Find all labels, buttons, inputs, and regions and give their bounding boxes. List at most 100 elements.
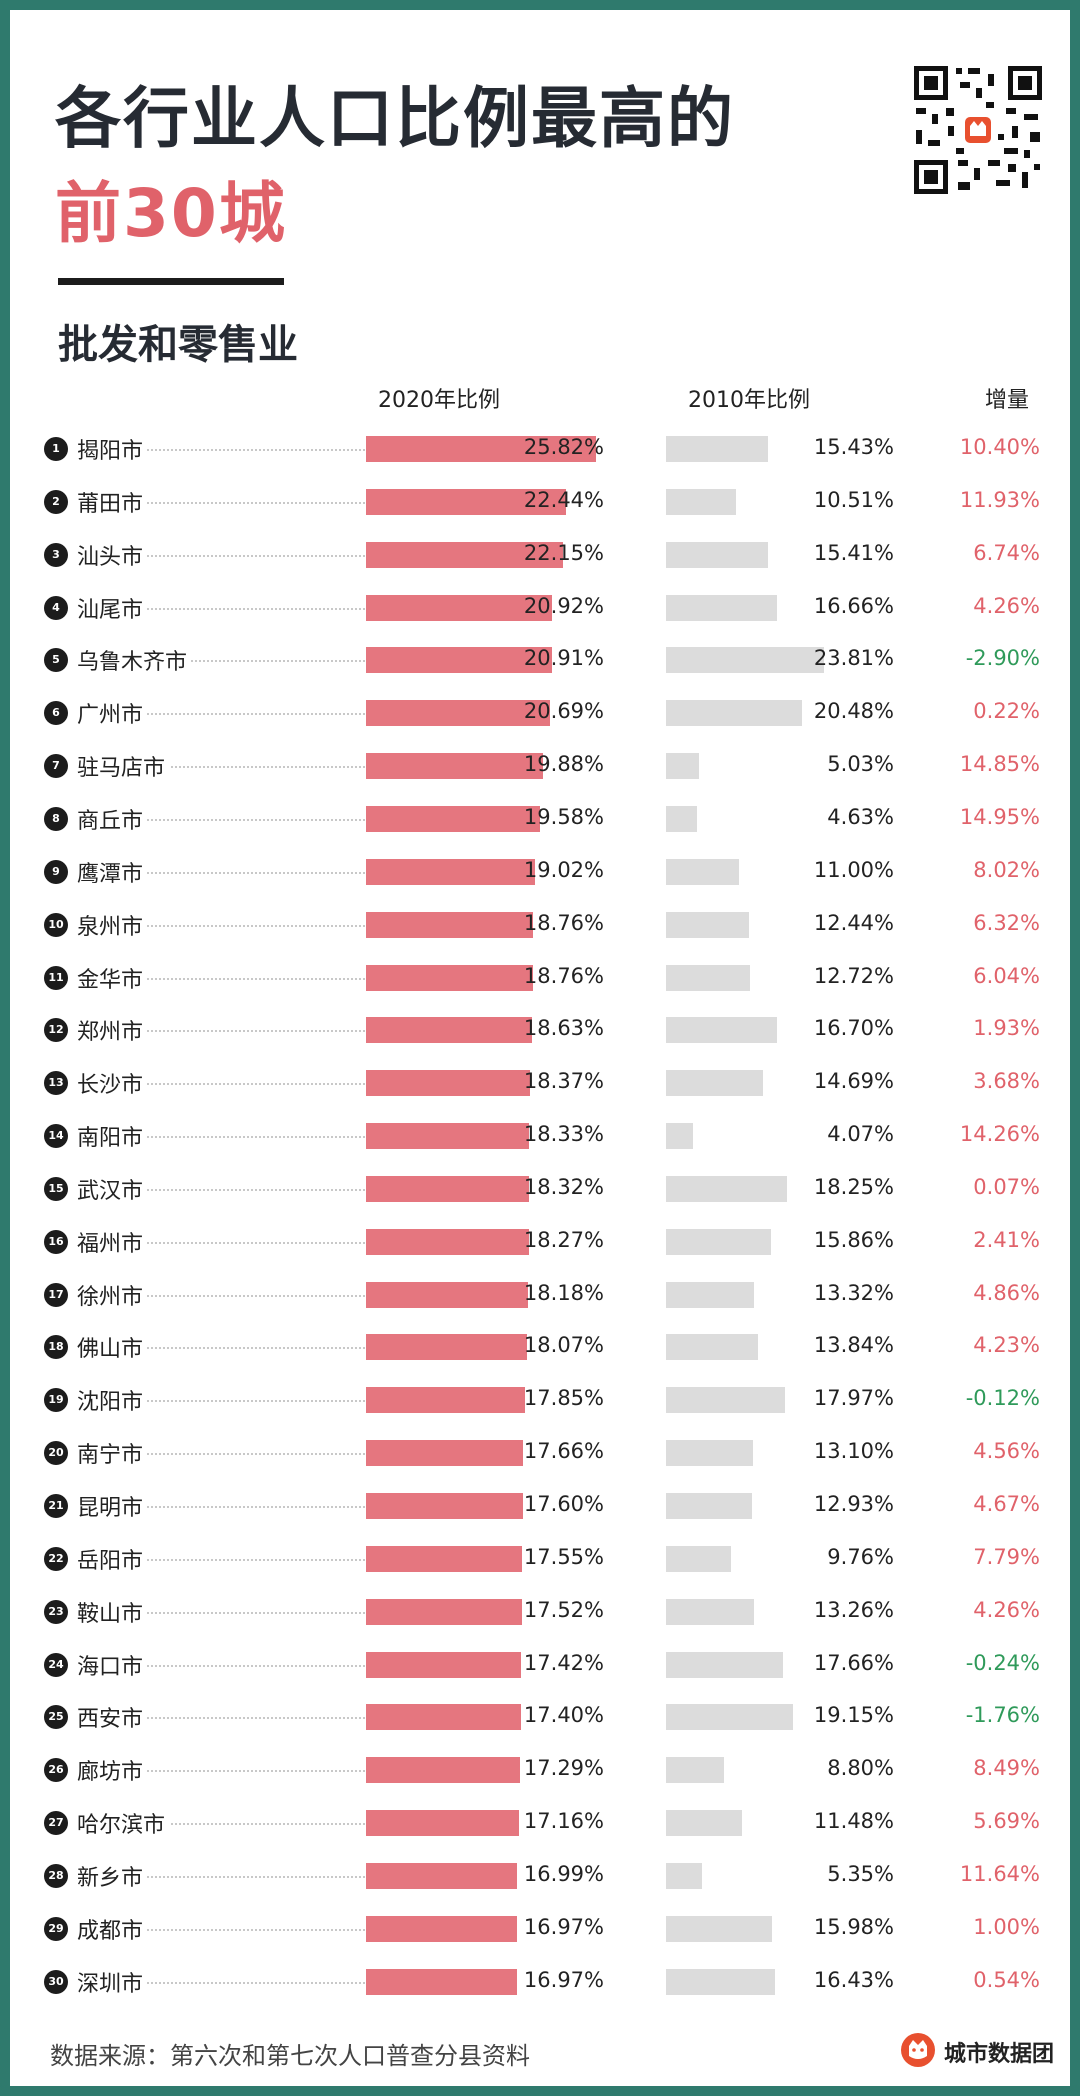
table-row: 19 沈阳市 17.85% 17.97% -0.12% — [10, 1374, 1070, 1426]
city-name: 徐州市 — [77, 1278, 148, 1311]
bar-2020 — [366, 1070, 530, 1097]
city-name: 长沙市 — [77, 1067, 148, 1100]
table-row: 30 深圳市 16.97% 16.43% 0.54% — [10, 1956, 1070, 2008]
city-name: 昆明市 — [77, 1490, 148, 1522]
bar-2010 — [666, 647, 824, 674]
bar-2020 — [366, 858, 536, 885]
value-2010: 11.00% — [813, 857, 894, 882]
value-2010: 15.43% — [813, 435, 894, 459]
increase-value: 8.02% — [973, 857, 1040, 882]
city-name: 金华市 — [77, 961, 148, 994]
rank-badge: 6 — [44, 701, 68, 726]
increase-value: 3.68% — [973, 1069, 1040, 1094]
leader-dots — [110, 713, 365, 716]
table-row: 1 揭阳市 25.82% 15.43% 10.40% — [10, 423, 1070, 475]
increase-value: 6.74% — [973, 540, 1040, 565]
value-2010: 18.25% — [813, 1174, 894, 1199]
table-row: 17 徐州市 18.18% 13.32% 4.86% — [10, 1269, 1070, 1321]
increase-value: 4.26% — [973, 593, 1040, 618]
value-2020: 17.55% — [523, 1544, 604, 1569]
value-2020: 18.27% — [523, 1227, 604, 1252]
leader-dots — [110, 1506, 365, 1508]
value-2020: 18.76% — [523, 963, 604, 988]
table-row: 14 南阳市 18.33% 4.07% 14.26% — [10, 1110, 1070, 1162]
bar-2020 — [366, 1757, 521, 1784]
value-2020: 16.99% — [523, 1861, 604, 1886]
city-name: 鹰潭市 — [77, 855, 148, 888]
city-name: 武汉市 — [77, 1172, 148, 1205]
increase-value: 0.54% — [973, 1967, 1040, 1992]
value-2010: 13.10% — [813, 1439, 894, 1464]
bar-2010 — [666, 1598, 754, 1625]
value-2010: 13.26% — [813, 1597, 894, 1622]
value-2010: 15.98% — [813, 1914, 894, 1939]
bar-2020 — [366, 1387, 525, 1414]
increase-value: 10.40% — [959, 435, 1040, 459]
value-2020: 22.15% — [523, 540, 604, 565]
rank-badge: 21 — [44, 1494, 68, 1518]
value-2020: 20.91% — [523, 646, 604, 671]
city-name: 福州市 — [77, 1225, 148, 1258]
increase-value: 14.95% — [959, 804, 1040, 829]
increase-value: 14.26% — [959, 1122, 1040, 1147]
bar-2020 — [366, 1545, 523, 1572]
value-2010: 12.44% — [813, 910, 894, 935]
city-name: 新乡市 — [77, 1859, 148, 1892]
table-row: 28 新乡市 16.99% 5.35% 11.64% — [10, 1850, 1070, 1902]
city-name: 成都市 — [77, 1912, 148, 1945]
city-name: 西安市 — [77, 1701, 148, 1734]
increase-value: 8.49% — [973, 1756, 1040, 1781]
value-2010: 12.72% — [813, 963, 894, 988]
bar-2010 — [666, 1228, 772, 1255]
city-name: 莆田市 — [77, 485, 148, 518]
value-2010: 14.69% — [813, 1069, 894, 1094]
bar-2010 — [666, 1757, 725, 1784]
value-2010: 13.32% — [813, 1280, 894, 1305]
rank-badge: 16 — [44, 1229, 68, 1254]
increase-value: 1.00% — [973, 1914, 1040, 1939]
table-row: 6 广州市 20.69% 20.48% 0.22% — [10, 687, 1070, 739]
rank-badge: 23 — [44, 1599, 68, 1624]
leader-dots — [110, 1875, 365, 1878]
qr-code-icon — [912, 64, 1044, 196]
leader-dots — [110, 1294, 365, 1297]
value-2020: 20.69% — [523, 699, 604, 724]
leader-dots — [110, 1664, 365, 1667]
bar-2010 — [666, 541, 769, 568]
city-name: 廊坊市 — [77, 1754, 148, 1787]
increase-value: 0.07% — [973, 1174, 1040, 1199]
value-2020: 25.82% — [523, 435, 604, 459]
table-row: 9 鹰潭市 19.02% 11.00% 8.02% — [10, 846, 1070, 898]
value-2020: 18.32% — [523, 1174, 604, 1199]
city-name: 哈尔滨市 — [77, 1807, 170, 1840]
value-2020: 16.97% — [523, 1914, 604, 1939]
cat-logo-icon — [901, 2033, 935, 2067]
infographic-card: 各行业人口比例最高的 前30城 批发和零售业 2020年比例 2010年比例 增… — [10, 10, 1070, 2086]
rank-badge: 9 — [44, 859, 68, 884]
leader-dots — [110, 1928, 365, 1931]
table-row: 2 莆田市 22.44% 10.51% 11.93% — [10, 476, 1070, 528]
increase-value: 5.69% — [973, 1809, 1040, 1834]
city-name: 南阳市 — [77, 1120, 148, 1153]
city-name: 泉州市 — [77, 908, 148, 941]
bar-2020 — [366, 1968, 518, 1995]
header-2010-ratio: 2010年比例 — [688, 388, 810, 413]
bar-2010 — [666, 1651, 784, 1678]
increase-value: 4.56% — [973, 1439, 1040, 1464]
value-2020: 19.02% — [523, 857, 604, 882]
bar-2020 — [366, 647, 553, 674]
leader-dots — [110, 660, 365, 663]
value-2010: 15.41% — [813, 540, 894, 565]
increase-value: 14.85% — [959, 752, 1040, 777]
value-2010: 17.66% — [813, 1650, 894, 1675]
increase-value: 1.93% — [973, 1016, 1040, 1041]
rank-badge: 15 — [44, 1176, 68, 1201]
bar-2010 — [666, 1017, 777, 1044]
table-row: 22 岳阳市 17.55% 9.76% 7.79% — [10, 1533, 1070, 1585]
rank-badge: 17 — [44, 1282, 68, 1307]
value-2020: 17.29% — [523, 1756, 604, 1781]
rank-badge: 25 — [44, 1705, 68, 1730]
value-2020: 18.33% — [523, 1122, 604, 1147]
leader-dots — [110, 1981, 365, 1984]
table-row: 23 鞍山市 17.52% 13.26% 4.26% — [10, 1586, 1070, 1638]
